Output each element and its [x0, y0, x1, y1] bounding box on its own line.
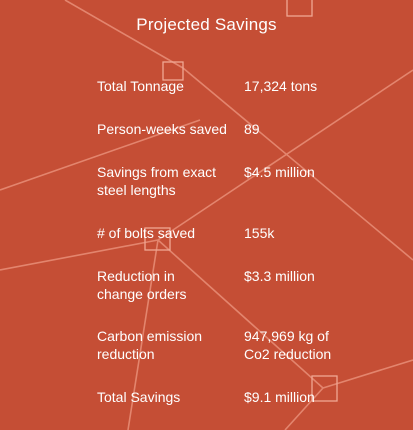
row-label: Person-weeks saved [97, 121, 227, 137]
row-value: $4.5 million [244, 164, 315, 180]
node-square [144, 227, 171, 251]
node-square [286, 0, 313, 17]
row-value: 947,969 kg of Co2 reduction [244, 328, 332, 362]
page-title: Projected Savings [136, 15, 277, 34]
row-value: $9.1 million [244, 389, 315, 405]
row-label: Savings from exact steel lengths [97, 164, 217, 198]
row-label: # of bolts saved [97, 225, 196, 241]
row-label: Total Tonnage [97, 78, 184, 94]
row-value: $3.3 million [244, 268, 315, 284]
row-value: 155k [244, 225, 275, 241]
row-label: Total Savings [97, 389, 181, 405]
row-value: 17,324 tons [244, 78, 318, 94]
row-value: 89 [244, 121, 260, 137]
row-label: Reduction in change orders [97, 268, 187, 302]
node-square [311, 375, 338, 402]
node-square [162, 61, 184, 81]
row-label: Carbon emission reduction [97, 328, 203, 362]
